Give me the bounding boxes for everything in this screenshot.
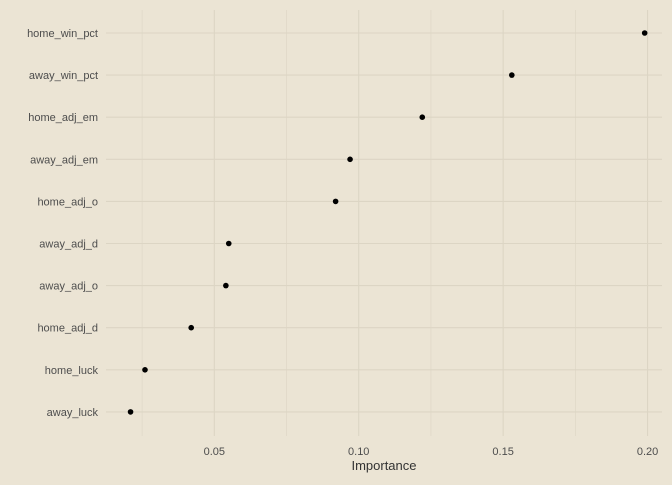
- x-tick-label: 0.15: [492, 446, 513, 458]
- y-tick-label: home_luck: [45, 365, 99, 377]
- data-point: [641, 30, 648, 36]
- x-tick-label: 0.20: [637, 446, 658, 458]
- y-tick-label: home_adj_o: [37, 196, 98, 208]
- y-tick-label: home_adj_d: [37, 323, 98, 335]
- x-tick-label: 0.05: [204, 446, 225, 458]
- y-tick-label: away_adj_d: [39, 239, 98, 251]
- data-point: [419, 114, 426, 120]
- data-point: [142, 367, 148, 373]
- x-axis-title: Importance: [351, 458, 416, 473]
- y-tick-label: away_adj_em: [30, 154, 98, 166]
- x-tick-label: 0.10: [348, 446, 369, 458]
- y-tick-label: home_adj_em: [28, 112, 98, 124]
- data-point: [127, 409, 134, 415]
- data-point: [188, 324, 195, 331]
- data-point: [332, 198, 339, 205]
- grid-layer: [106, 10, 662, 436]
- data-point: [347, 156, 353, 163]
- y-tick-label: home_win_pct: [27, 28, 98, 40]
- data-points: [127, 30, 648, 415]
- data-point: [509, 72, 515, 78]
- y-tick-label: away_adj_o: [39, 281, 98, 293]
- x-axis-tick-labels: 0.05 0.10 0.15 0.20: [204, 446, 659, 458]
- y-tick-label: away_win_pct: [29, 70, 98, 82]
- data-point: [223, 282, 229, 289]
- data-point: [225, 240, 232, 247]
- y-tick-label: away_luck: [47, 407, 99, 419]
- y-axis-tick-labels: home_win_pct away_win_pct home_adj_em away_…: [27, 28, 98, 419]
